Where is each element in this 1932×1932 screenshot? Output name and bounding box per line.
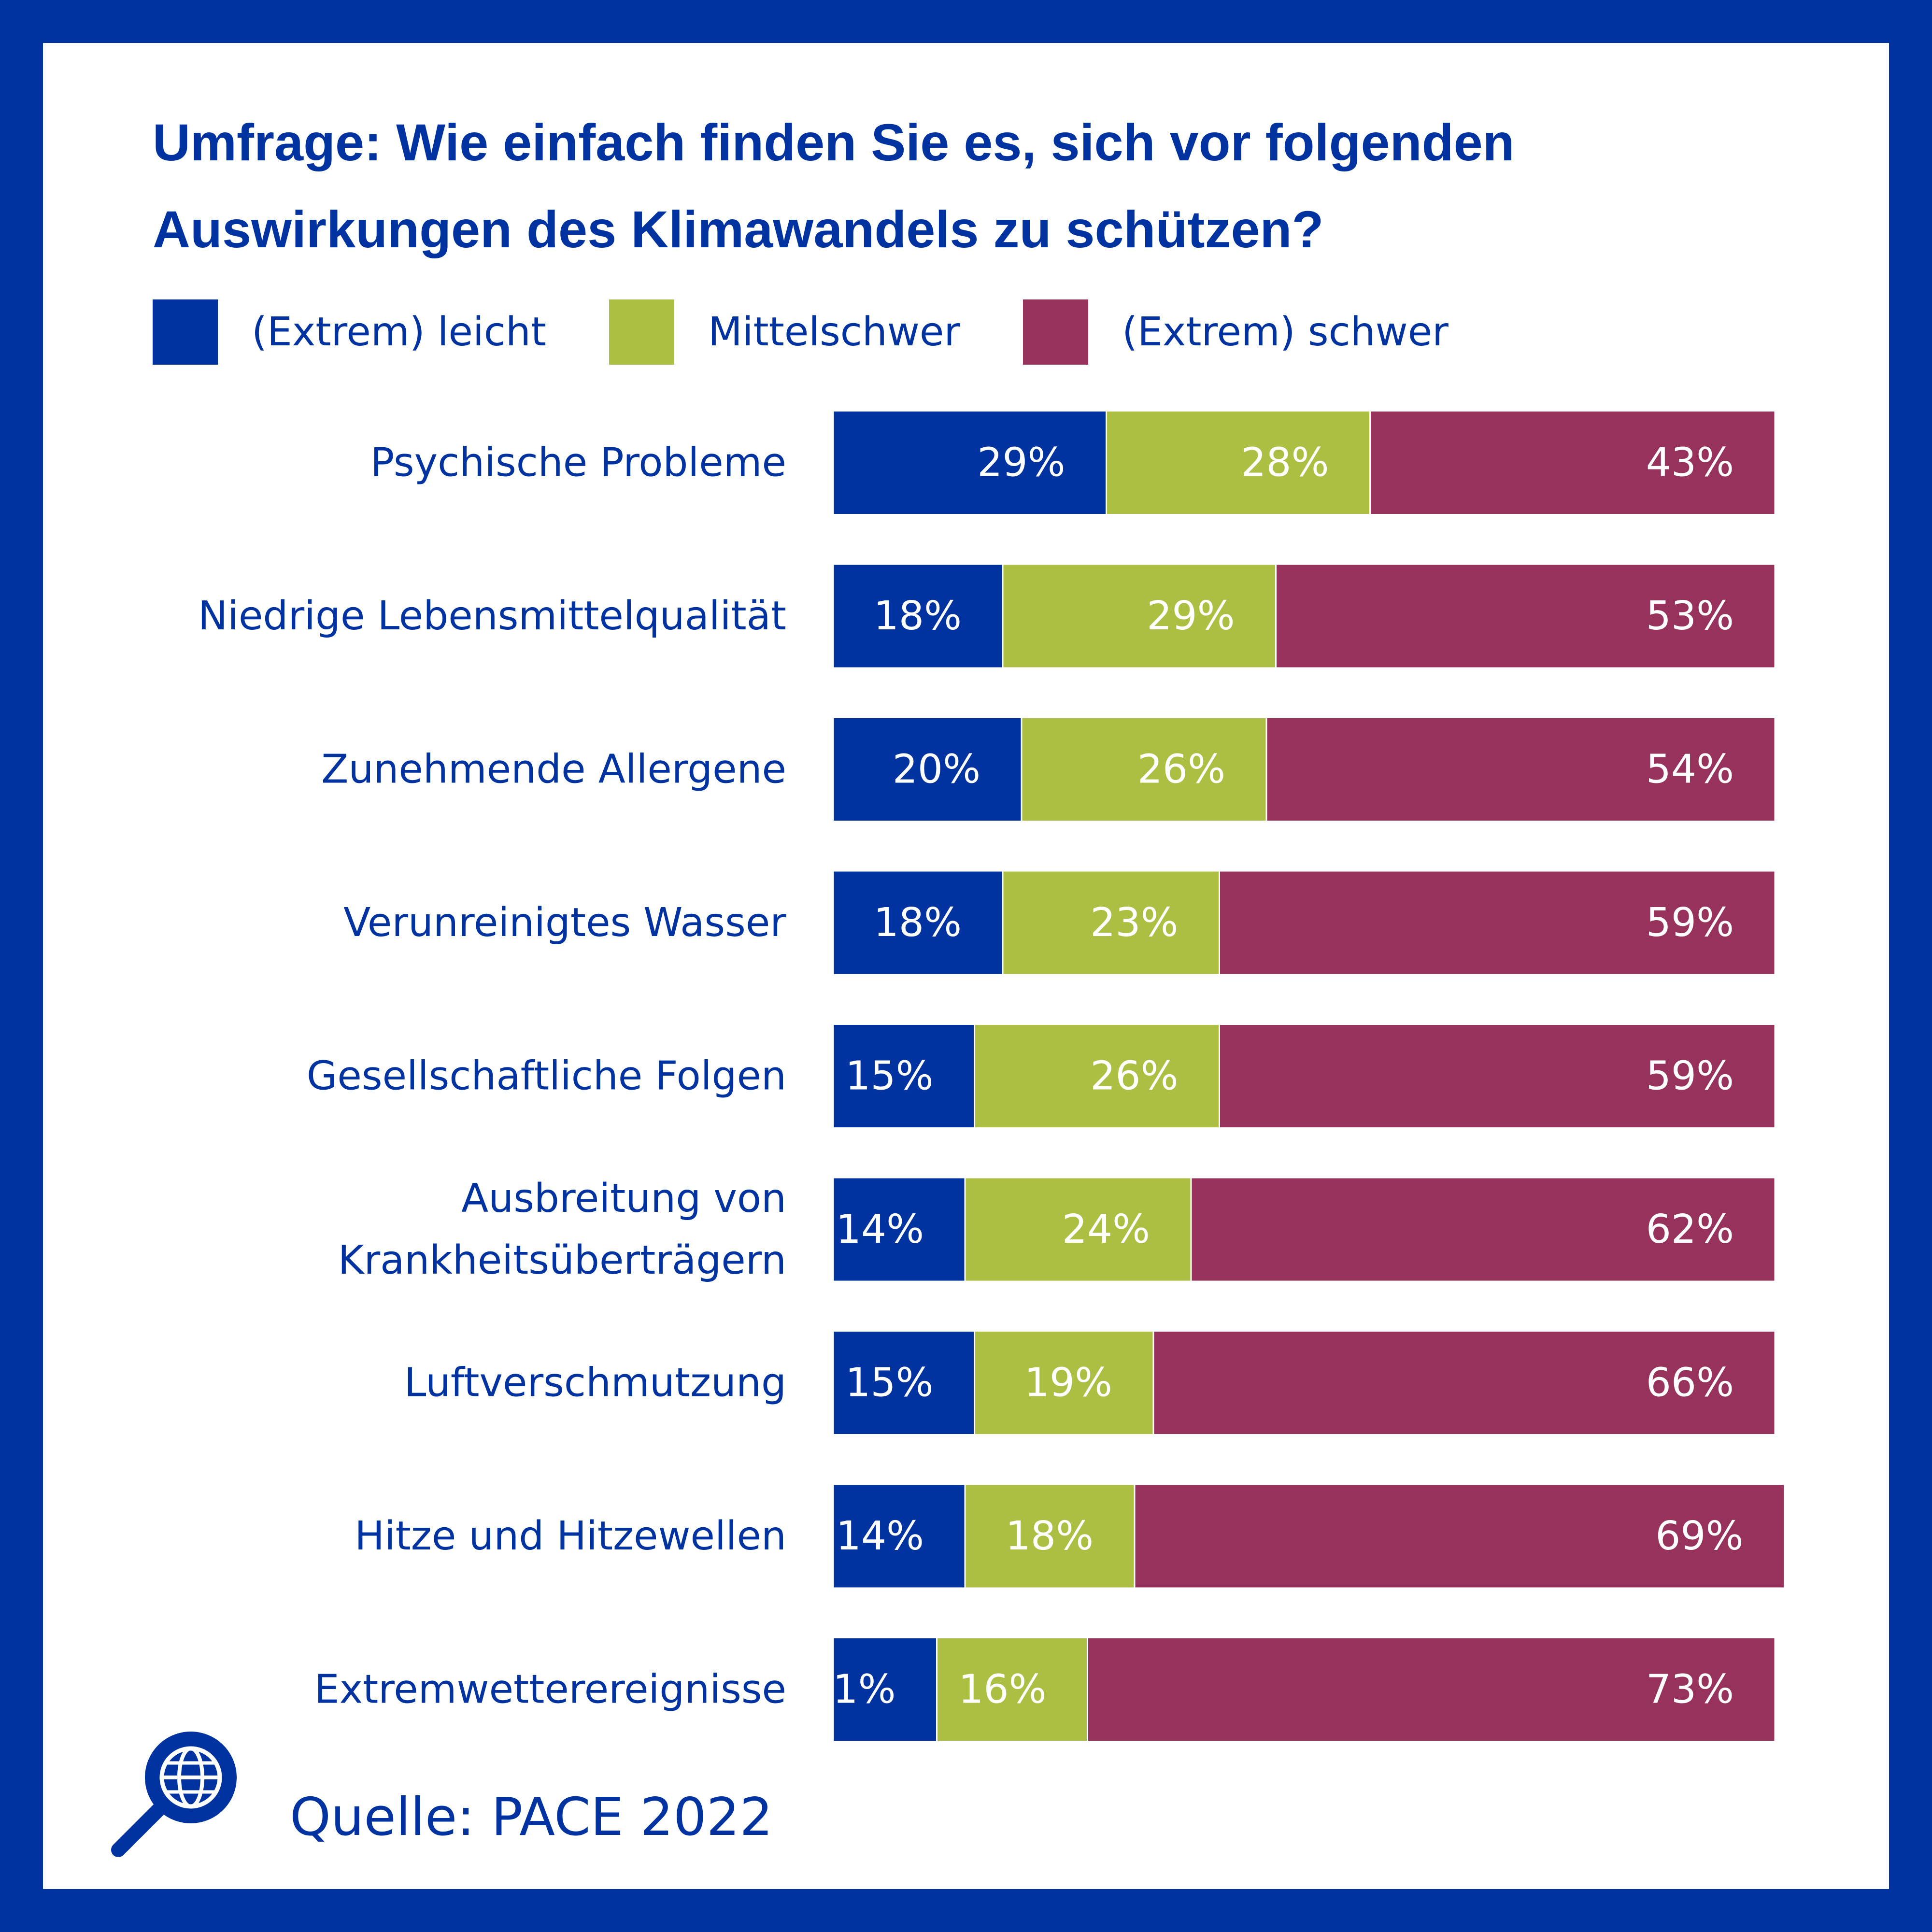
bar-segment [832, 1023, 975, 1129]
value-label: 66% [1646, 1360, 1734, 1406]
bar-segment [1190, 1177, 1776, 1282]
value-label: 69% [1655, 1513, 1743, 1559]
value-label: 18% [874, 593, 962, 639]
value-label: 62% [1646, 1207, 1734, 1252]
value-label: 16% [958, 1667, 1046, 1713]
bar-segment [1219, 1023, 1776, 1129]
category-label: Niedrige Lebensmittelqualität [198, 593, 786, 639]
bar-segment [1021, 717, 1267, 822]
legend-item-leicht: (Extrem) leicht [153, 299, 546, 365]
value-label: 14% [836, 1513, 924, 1559]
bar-segment [832, 717, 1023, 822]
source-note: Quelle: PACE 2022 [290, 1787, 773, 1847]
value-label: 29% [977, 440, 1065, 486]
bar-segment [832, 563, 1004, 669]
value-label: 59% [1646, 1053, 1734, 1099]
value-label: 18% [874, 900, 962, 946]
bar-segment [964, 1177, 1192, 1282]
bar-segment [832, 1637, 938, 1742]
value-label: 59% [1646, 900, 1734, 946]
value-label: 19% [1024, 1360, 1112, 1406]
bar-segment [974, 1023, 1220, 1129]
bar-segment [936, 1637, 1088, 1742]
bar-segment [832, 1483, 966, 1589]
value-label: 20% [893, 747, 980, 793]
category-label: Psychische Probleme [370, 440, 786, 486]
legend-label-schwer: (Extrem) schwer [1122, 309, 1449, 355]
value-label: 24% [1062, 1207, 1150, 1252]
value-label: 15% [845, 1360, 933, 1406]
bar-segment [1265, 717, 1776, 822]
value-label: 15% [845, 1053, 933, 1099]
chart-legend: (Extrem) leicht Mittelschwer (Extrem) sc… [153, 299, 1511, 365]
value-label: 26% [1090, 1053, 1178, 1099]
category-label: Gesellschaftliche Folgen [307, 1053, 786, 1099]
value-label: 11% [808, 1667, 895, 1713]
bar-segment [832, 870, 1004, 976]
bar-segment [1134, 1483, 1785, 1589]
value-label: 73% [1646, 1667, 1734, 1713]
bar-segment [1275, 563, 1776, 669]
value-label: 43% [1646, 440, 1734, 486]
bar-segment [832, 1177, 966, 1282]
category-label: Ausbreitung von Krankheitsüberträgern [338, 1176, 786, 1283]
value-label: 54% [1646, 747, 1734, 793]
category-label: Zunehmende Allergene [321, 747, 786, 793]
bar-segment [1002, 563, 1277, 669]
legend-label-mittel: Mittelschwer [708, 309, 961, 355]
value-label: 53% [1646, 593, 1734, 639]
bar-segment [1219, 870, 1776, 976]
legend-swatch-leicht [153, 299, 218, 365]
category-label-line: Krankheitsüberträgern [338, 1237, 786, 1283]
bar-segment [1106, 410, 1371, 515]
value-label: 28% [1241, 440, 1329, 486]
category-label: Verunreinigtes Wasser [343, 900, 786, 946]
value-label: 23% [1090, 900, 1178, 946]
bar-segment [832, 410, 1107, 515]
legend-swatch-mittel [609, 299, 674, 365]
value-label: 18% [1006, 1513, 1094, 1559]
globe-magnifier-icon [111, 1732, 237, 1857]
legend-label-leicht: (Extrem) leicht [252, 309, 546, 355]
category-label: Luftverschmutzung [404, 1360, 786, 1406]
legend-item-schwer: (Extrem) schwer [1023, 299, 1449, 365]
legend-swatch-schwer [1023, 299, 1089, 365]
value-label: 26% [1137, 747, 1225, 793]
bar-segment [1002, 870, 1220, 976]
bar-segment [1369, 410, 1776, 515]
bar-segment [964, 1483, 1136, 1589]
chart-title: Umfrage: Wie einfach finden Sie es, sich… [153, 113, 1515, 258]
legend-item-mittel: Mittelschwer [609, 299, 960, 365]
bar-segment [974, 1330, 1154, 1435]
value-label: 29% [1147, 593, 1235, 639]
bar-segment [1152, 1330, 1776, 1435]
category-label: Extremwetterereignisse [314, 1667, 786, 1713]
category-label-line: Ausbreitung von [461, 1176, 786, 1222]
value-label: 14% [836, 1207, 924, 1252]
bar-segment [1087, 1637, 1776, 1742]
bar-segment [832, 1330, 975, 1435]
category-label: Hitze und Hitzewellen [355, 1513, 786, 1559]
